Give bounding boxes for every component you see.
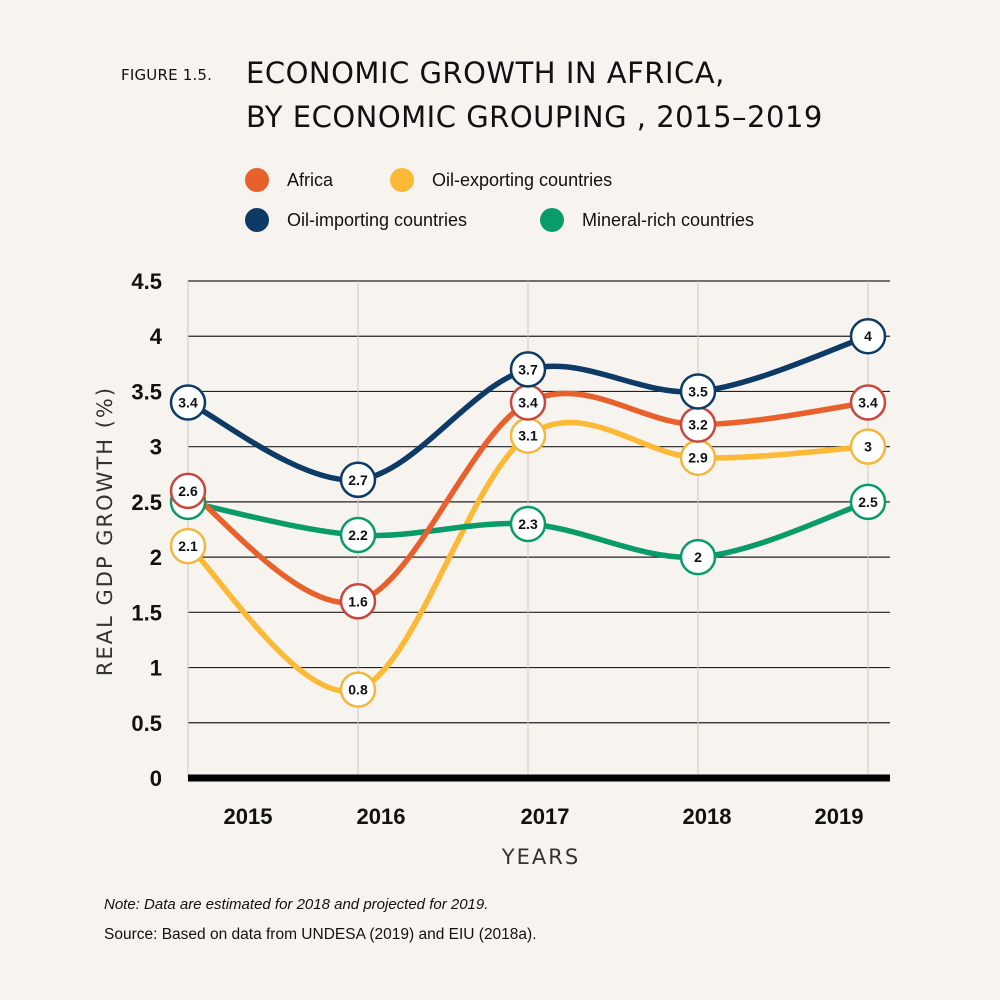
legend-swatch-oil-exporting xyxy=(390,168,414,192)
chart-source: Source: Based on data from UNDESA (2019)… xyxy=(104,926,537,943)
legend-item-africa: Africa xyxy=(245,168,333,192)
x-tick-label: 2019 xyxy=(815,804,864,829)
legend-swatch-africa xyxy=(245,168,269,192)
y-tick-label: 3 xyxy=(150,435,162,460)
legend-swatch-mineral-rich xyxy=(540,208,564,232)
data-label-mineral-rich-countries: 2 xyxy=(694,549,702,565)
data-point-oil-importing-countries xyxy=(849,317,887,355)
data-point-mineral-rich-countries xyxy=(509,505,547,543)
data-label-oil-importing-countries: 4 xyxy=(864,328,872,344)
data-label-oil-importing-countries: 3.7 xyxy=(518,361,538,377)
legend-label-africa: Africa xyxy=(287,169,334,190)
y-axis-title: REAL GDP GROWTH (%) xyxy=(93,386,117,676)
data-label-mineral-rich-countries: 2.3 xyxy=(518,516,538,532)
data-point-africa xyxy=(339,583,377,620)
legend-item-mineral-rich: Mineral-rich countries xyxy=(540,208,754,232)
y-tick-label: 0 xyxy=(150,766,162,791)
legend-label-oil-exporting: Oil-exporting countries xyxy=(432,169,613,190)
data-label-africa: 3.4 xyxy=(858,394,878,410)
data-label-oil-exporting-countries: 3 xyxy=(864,439,872,455)
chart-note: Note: Data are estimated for 2018 and pr… xyxy=(104,896,489,913)
y-tick-label: 0.5 xyxy=(131,711,162,736)
chart-title-line-2: BY ECONOMIC GROUPING , 2015–2019 xyxy=(246,100,823,134)
data-point-oil-importing-countries xyxy=(339,461,377,499)
legend-label-oil-importing: Oil-importing countries xyxy=(287,209,468,230)
data-point-oil-exporting-countries xyxy=(849,428,887,465)
x-tick-label: 2016 xyxy=(357,804,406,829)
y-tick-label: 3.5 xyxy=(131,379,162,404)
y-tick-label: 2.5 xyxy=(131,490,162,515)
data-point-africa xyxy=(169,472,207,510)
x-tick-label: 2017 xyxy=(521,804,570,829)
data-point-mineral-rich-countries xyxy=(849,483,887,521)
legend-swatch-oil-importing xyxy=(245,208,269,232)
data-point-mineral-rich-countries xyxy=(339,516,377,554)
figure-label: FIGURE 1.5. xyxy=(121,66,213,84)
y-tick-label: 2 xyxy=(150,545,162,570)
data-label-africa: 3.2 xyxy=(688,417,708,433)
data-label-africa: 3.4 xyxy=(518,394,538,410)
chart-title-line-1: ECONOMIC GROWTH IN AFRICA, xyxy=(246,56,725,90)
y-tick-label: 4 xyxy=(150,324,163,349)
data-point-oil-exporting-countries xyxy=(339,671,377,708)
data-point-oil-exporting-countries xyxy=(169,527,207,565)
legend-label-mineral-rich: Mineral-rich countries xyxy=(582,209,755,230)
data-point-oil-importing-countries xyxy=(679,373,717,410)
data-label-africa: 2.6 xyxy=(178,483,198,499)
data-point-oil-importing-countries xyxy=(509,351,547,388)
data-point-oil-importing-countries xyxy=(169,384,207,421)
legend-item-oil-exporting: Oil-exporting countries xyxy=(390,168,612,192)
data-label-africa: 1.6 xyxy=(348,593,368,609)
y-tick-label: 1 xyxy=(150,656,162,681)
data-label-oil-importing-countries: 3.4 xyxy=(178,394,198,410)
data-label-oil-exporting-countries: 0.8 xyxy=(348,682,368,698)
data-point-mineral-rich-countries xyxy=(679,538,717,576)
x-axis-title: YEARS xyxy=(501,845,580,869)
data-label-oil-exporting-countries: 2.1 xyxy=(178,538,198,554)
legend-item-oil-importing: Oil-importing countries xyxy=(245,208,467,232)
data-label-oil-importing-countries: 3.5 xyxy=(688,383,708,399)
data-label-mineral-rich-countries: 2.2 xyxy=(348,527,368,543)
data-label-mineral-rich-countries: 2.5 xyxy=(858,494,878,510)
x-tick-label: 2015 xyxy=(224,804,273,829)
y-tick-label: 4.5 xyxy=(131,269,162,294)
data-label-oil-exporting-countries: 3.1 xyxy=(518,428,538,444)
chart-title: ECONOMIC GROWTH IN AFRICA, BY ECONOMIC G… xyxy=(246,51,823,139)
x-tick-label: 2018 xyxy=(683,804,732,829)
y-tick-label: 1.5 xyxy=(131,600,162,625)
data-label-oil-exporting-countries: 2.9 xyxy=(688,450,708,466)
series-line-oil-exporting-countries xyxy=(185,419,871,695)
data-point-africa xyxy=(849,384,887,421)
data-label-oil-importing-countries: 2.7 xyxy=(348,472,368,488)
